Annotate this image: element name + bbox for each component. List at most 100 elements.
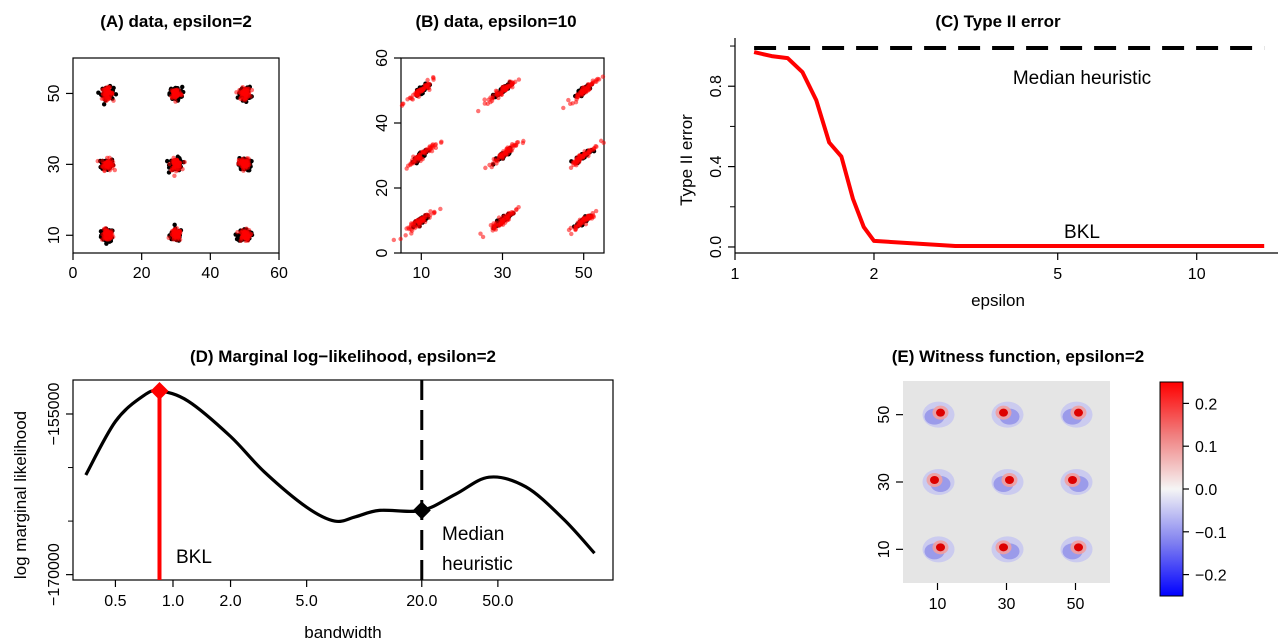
panel-a-point-q — [176, 167, 181, 172]
panel-b-point-q — [408, 161, 413, 166]
panel-b-point-q — [416, 94, 421, 99]
panel-d-xtick-label-5: 50.0 — [482, 593, 513, 610]
panel-b-point-q — [425, 77, 430, 83]
panel-a-point-q — [176, 163, 181, 168]
panel-a-points — [95, 83, 255, 246]
panel-b-point-q — [494, 89, 500, 94]
panel-a-point-q — [176, 88, 182, 94]
panel-a-plot-box — [72, 57, 280, 254]
panel-b-point-q — [590, 214, 595, 220]
panel-b-point-q — [496, 223, 502, 229]
panel-b-point-q — [569, 231, 574, 237]
panel-b-xtick-label-0: 10 — [412, 265, 430, 282]
panel-c-series-bkl — [753, 50, 1265, 248]
panel-a-point-q — [104, 87, 109, 92]
panel-b-point-q — [414, 88, 420, 93]
panel-b-point-q — [422, 150, 427, 155]
panel-d-plot-box — [72, 379, 614, 581]
panel-a-point-q — [108, 230, 113, 236]
panel-c-xtick-label-2: 5 — [1053, 266, 1062, 283]
panel-a-xtick-label-0: 0 — [69, 265, 78, 282]
panel-a-ytick-label-2: 50 — [46, 84, 63, 102]
panel-a-point-q — [238, 96, 243, 102]
panel-b-point-q — [598, 138, 604, 144]
panel-b-point-q — [581, 89, 587, 95]
panel-b-ytick-label-2: 40 — [374, 114, 391, 132]
panel-a-point-q — [242, 98, 248, 103]
panel-e-colorbar-label-1: 0.1 — [1195, 439, 1217, 456]
panel-a-point-q — [242, 233, 248, 238]
panel-c-ytick-label-0: 0.0 — [708, 236, 725, 258]
panel-b-point-q — [403, 233, 408, 238]
panel-e-xtick-label-0: 10 — [929, 596, 947, 613]
panel-a-xtick-label-1: 20 — [133, 265, 151, 282]
panel-b-ytick-label-1: 20 — [374, 179, 391, 197]
panel-b-point-q — [419, 150, 424, 155]
panel-d-xtick-label-2: 2.0 — [219, 593, 241, 610]
panel-a-point-q — [247, 162, 252, 167]
panel-b-point-q — [426, 82, 431, 87]
panel-b-point-q — [514, 207, 519, 212]
panel-a-point-p — [164, 158, 170, 164]
panel-a-point-q — [172, 173, 177, 178]
panel-a-point-q — [240, 228, 245, 233]
panel-b-point-q — [573, 224, 578, 229]
panel-b-point-q — [511, 210, 516, 216]
panel-b-point-q — [431, 77, 436, 82]
panel-b-point-q — [488, 95, 493, 100]
panel-b-point-q — [509, 148, 514, 153]
panel-b-point-q — [502, 84, 507, 89]
panel-e-colorbar-label-3: −0.1 — [1195, 525, 1227, 542]
panel-b-point-q — [406, 225, 411, 230]
panel-e-colorbar-label-4: −0.2 — [1195, 568, 1227, 585]
panel-a-point-q — [110, 159, 116, 165]
panel-b-point-q — [586, 88, 591, 93]
panel-e-ytick-label-1: 30 — [876, 473, 893, 491]
panel-a-point-q — [172, 161, 177, 167]
panel-e-blobs — [922, 401, 1093, 563]
panel-b-point-q — [508, 83, 514, 89]
panel-b-point-q — [583, 221, 589, 227]
panel-b-ytick-label-0: 0 — [374, 248, 391, 257]
panel-a-point-p — [98, 229, 104, 234]
panel-a-point-q — [102, 168, 107, 174]
panel-e-colorbar — [1159, 381, 1184, 597]
panel-a-point-q — [241, 162, 246, 167]
panel-a-point-q — [182, 159, 187, 165]
panel-b-point-q — [589, 82, 594, 87]
panel-c-xlabel: epsilon — [971, 291, 1025, 310]
panel-b-point-q — [424, 212, 430, 217]
panel-b-point-q — [504, 218, 509, 223]
panel-b-point-q — [391, 237, 397, 243]
panel-d-xtick-label-4: 20.0 — [406, 593, 437, 610]
panel-e-xtick-label-1: 30 — [998, 596, 1016, 613]
panel-b-point-q — [509, 79, 514, 85]
panel-a-xtick-label-3: 60 — [270, 265, 288, 282]
panel-c-ytick-label-1: 0.4 — [708, 155, 725, 177]
panel-d-xtick-label-0: 0.5 — [104, 593, 126, 610]
panel-d-ytick-label-0: −155000 — [46, 383, 63, 446]
panel-a-title: (A) data, epsilon=2 — [100, 12, 252, 31]
panel-b-point-q — [483, 165, 488, 171]
panel-b-point-q — [478, 231, 483, 236]
panel-a-point-p — [101, 102, 107, 107]
panel-d-title: (D) Marginal log−likelihood, epsilon=2 — [190, 347, 496, 366]
panel-b-point-q — [594, 79, 599, 84]
panel-c-ylabel: Type II error — [677, 114, 696, 206]
panel-b-point-q — [520, 140, 526, 146]
panel-c-bkl-label: BKL — [1064, 222, 1100, 243]
panel-a-point-q — [249, 87, 255, 93]
panel-b-point-q — [574, 155, 580, 161]
panel-b-point-q — [566, 97, 571, 103]
panel-b-point-q — [416, 220, 421, 226]
panel-b-point-q — [582, 216, 588, 221]
panel-a-point-q — [167, 161, 172, 167]
panel-b-point-q — [412, 220, 417, 226]
panel-e-blob-positive-core — [936, 543, 945, 552]
panel-e-ytick-label-0: 10 — [876, 540, 893, 558]
panel-e-colorbar-label-2: 0.0 — [1195, 482, 1217, 499]
panel-b-point-q — [400, 101, 405, 107]
panel-b-point-q — [428, 212, 433, 218]
panel-a-point-p — [180, 84, 185, 90]
panel-b-point-q — [485, 101, 490, 107]
